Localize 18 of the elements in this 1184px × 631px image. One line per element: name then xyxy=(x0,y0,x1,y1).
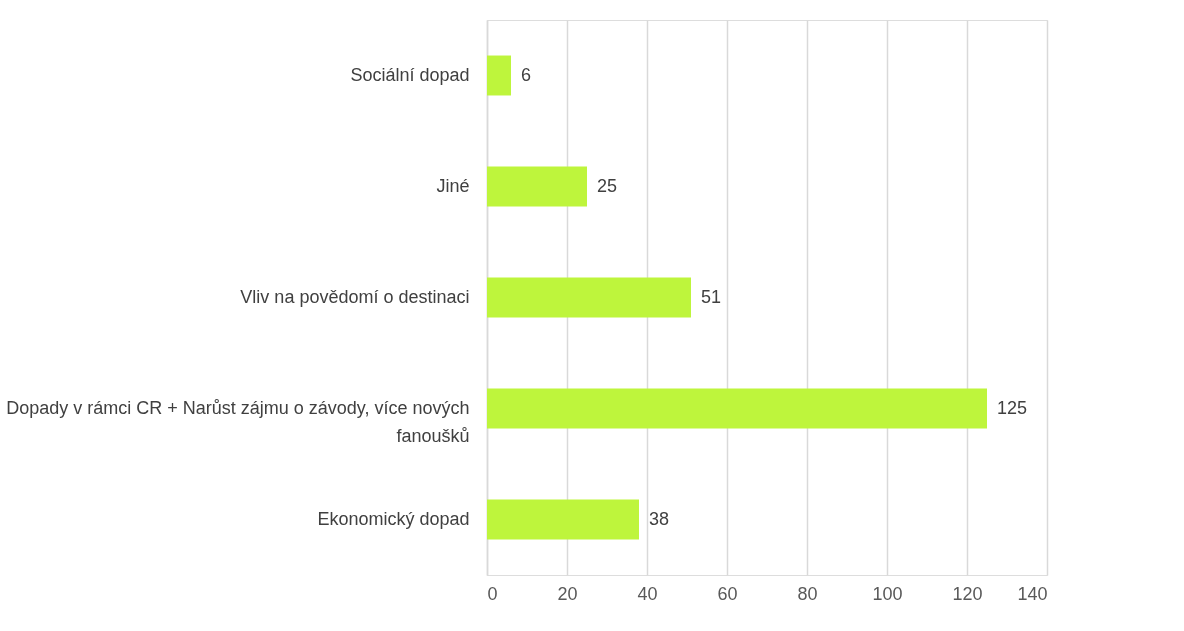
data-label: 125 xyxy=(997,397,1028,418)
x-tick-label: 80 xyxy=(797,583,818,604)
y-tick-label: Jiné xyxy=(436,175,470,196)
y-tick-label: Vliv na povědomí o destinaci xyxy=(240,286,470,307)
x-tick-label: 40 xyxy=(637,583,658,604)
data-label: 38 xyxy=(649,508,670,529)
x-tick-label: 60 xyxy=(717,583,738,604)
x-tick-label: 20 xyxy=(557,583,578,604)
data-label: 25 xyxy=(597,175,618,196)
x-tick-label: 100 xyxy=(872,583,903,604)
y-tick-label: Ekonomický dopad xyxy=(317,508,470,529)
y-tick-label: Dopady v rámci CR + Narůst zájmu o závody, více nových fanoušků xyxy=(6,397,470,446)
data-label: 51 xyxy=(701,286,722,307)
x-tick-label: 0 xyxy=(487,583,498,604)
x-tick-label: 120 xyxy=(952,583,983,604)
y-tick-label: Sociální dopad xyxy=(350,64,470,85)
data-label: 6 xyxy=(521,64,532,85)
x-tick-label: 140 xyxy=(1017,583,1048,604)
